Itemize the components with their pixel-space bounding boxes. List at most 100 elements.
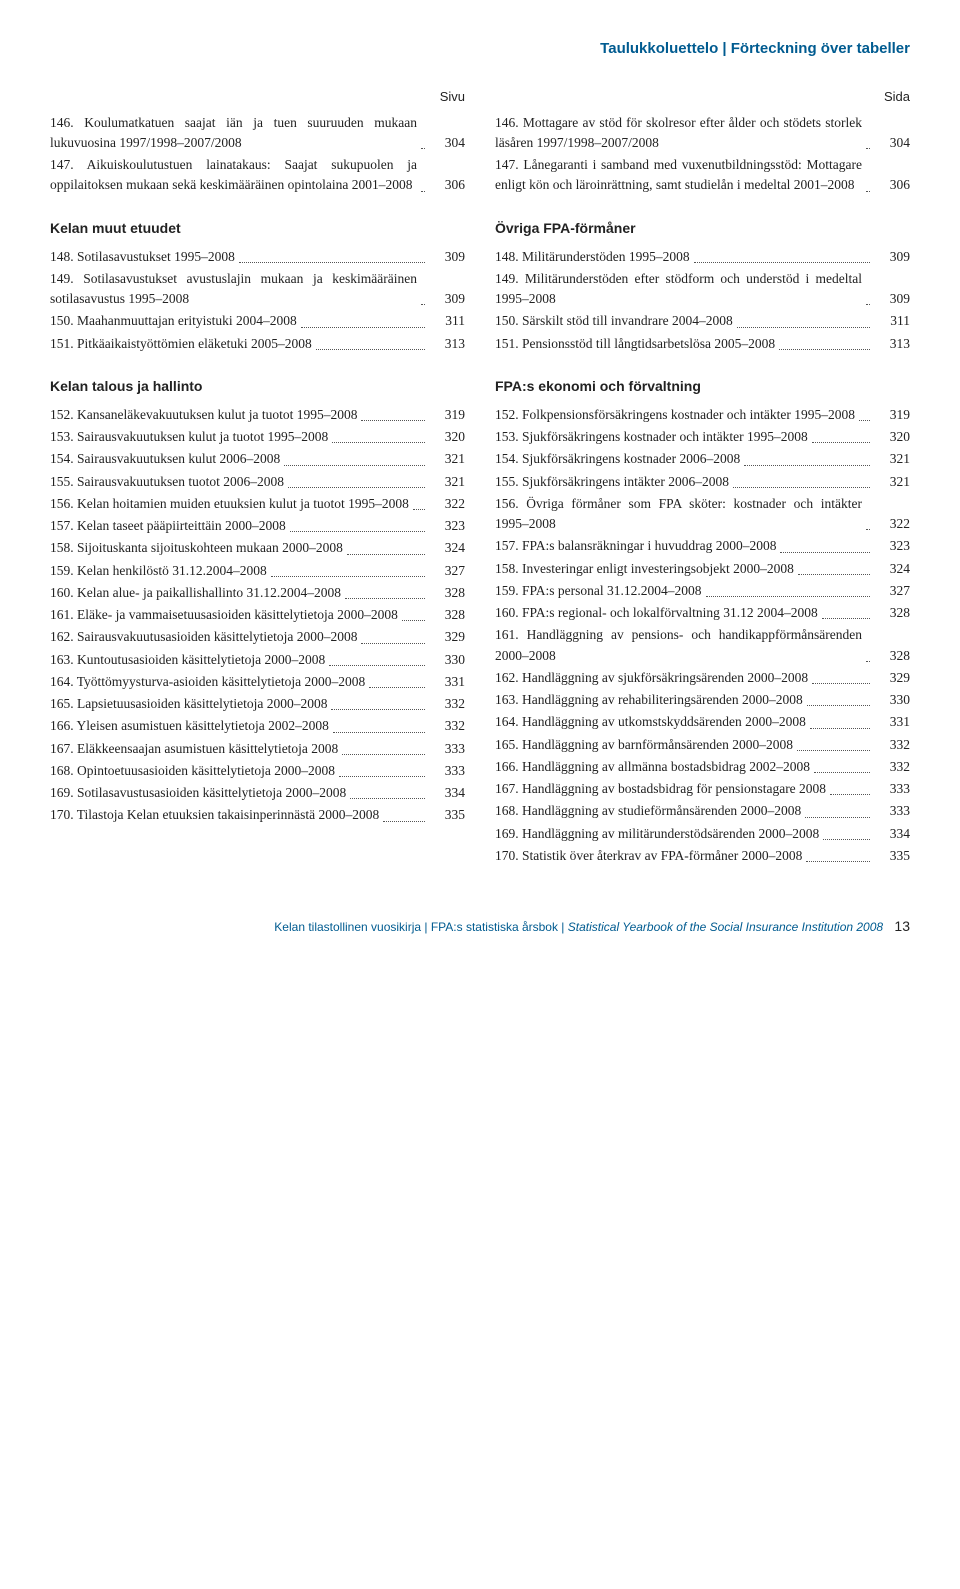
toc-entry: 153. Sairausvakuutuksen kulut ja tuotot … — [50, 427, 465, 447]
toc-entry-text: 161. Handläggning av pensions- och handi… — [495, 625, 862, 666]
toc-entry-page: 306 — [429, 175, 465, 195]
toc-entry-text: 164. Handläggning av utkomstskyddsärende… — [495, 712, 806, 732]
toc-entry-page: 306 — [874, 175, 910, 195]
toc-entry-page: 329 — [874, 668, 910, 688]
toc-entry-page: 309 — [429, 289, 465, 309]
toc-entry: 158. Sijoituskanta sijoituskohteen mukaa… — [50, 538, 465, 558]
toc-entry-page: 330 — [429, 650, 465, 670]
toc-entry-page: 321 — [429, 472, 465, 492]
toc-entry-text: 150. Maahanmuuttajan erityistuki 2004–20… — [50, 311, 297, 331]
section-heading: Kelan talous ja hallinto — [50, 376, 465, 397]
toc-entry: 156. Kelan hoitamien muiden etuuksien ku… — [50, 494, 465, 514]
toc-entry-text: 170. Tilastoja Kelan etuuksien takaisinp… — [50, 805, 379, 825]
toc-entry-page: 335 — [874, 846, 910, 866]
toc-entry-page: 329 — [429, 627, 465, 647]
toc-entry-text: 169. Handläggning av militärunderstödsär… — [495, 824, 819, 844]
toc-leader — [866, 191, 870, 192]
toc-entry-text: 152. Folkpensionsförsäkringens kostnader… — [495, 405, 855, 425]
toc-entry-text: 157. FPA:s balansräkningar i huvuddrag 2… — [495, 536, 776, 556]
toc-leader — [421, 191, 425, 192]
toc-entry: 146. Mottagare av stöd för skolresor eft… — [495, 113, 910, 154]
toc-entry-page: 321 — [429, 449, 465, 469]
toc-entry-text: 147. Aikuiskoulutustuen lainatakaus: Saa… — [50, 155, 417, 196]
toc-entry-text: 155. Sjukförsäkringens intäkter 2006–200… — [495, 472, 729, 492]
toc-leader — [806, 861, 870, 862]
toc-entry-text: 146. Mottagare av stöd för skolresor eft… — [495, 113, 862, 154]
toc-entry-text: 167. Eläkkeensaajan asumistuen käsittely… — [50, 739, 338, 759]
toc-entry-page: 324 — [429, 538, 465, 558]
toc-entry-page: 333 — [429, 739, 465, 759]
toc-right-column: Sida 146. Mottagare av stöd för skolreso… — [495, 87, 910, 868]
toc-entry-text: 167. Handläggning av bostadsbidrag för p… — [495, 779, 826, 799]
toc-entry-text: 150. Särskilt stöd till invandrare 2004–… — [495, 311, 733, 331]
toc-entry-text: 165. Handläggning av barnförmånsärenden … — [495, 735, 793, 755]
toc-leader — [866, 529, 870, 530]
toc-entry-page: 313 — [874, 334, 910, 354]
toc-leader — [329, 665, 425, 666]
toc-entry-text: 151. Pitkäaikaistyöttömien eläketuki 200… — [50, 334, 312, 354]
toc-entry: 165. Handläggning av barnförmånsärenden … — [495, 735, 910, 755]
toc-entry-text: 160. Kelan alue- ja paikallishallinto 31… — [50, 583, 341, 603]
toc-entry-text: 158. Sijoituskanta sijoituskohteen mukaa… — [50, 538, 343, 558]
page-label-left: Sivu — [50, 87, 465, 107]
toc-entry-text: 162. Sairausvakuutusasioiden käsittelyti… — [50, 627, 357, 647]
toc-entry-text: 153. Sairausvakuutuksen kulut ja tuotot … — [50, 427, 328, 447]
toc-entry: 162. Handläggning av sjukförsäkringsären… — [495, 668, 910, 688]
toc-entry-text: 166. Handläggning av allmänna bostadsbid… — [495, 757, 810, 777]
toc-entry-page: 331 — [429, 672, 465, 692]
toc-entry-text: 151. Pensionsstöd till långtidsarbetslös… — [495, 334, 775, 354]
toc-entry-page: 332 — [429, 716, 465, 736]
toc-entry: 167. Eläkkeensaajan asumistuen käsittely… — [50, 739, 465, 759]
toc-entry: 163. Handläggning av rehabiliteringsären… — [495, 690, 910, 710]
toc-entry-text: 170. Statistik över återkrav av FPA-förm… — [495, 846, 802, 866]
toc-entry-text: 169. Sotilasavustusasioiden käsittelytie… — [50, 783, 346, 803]
toc-leader — [822, 618, 870, 619]
footer-text-1: Kelan tilastollinen vuosikirja | FPA:s s… — [274, 920, 567, 934]
toc-entry: 166. Handläggning av allmänna bostadsbid… — [495, 757, 910, 777]
toc-leader — [342, 754, 425, 755]
toc-entry-text: 165. Lapsietuusasioiden käsittelytietoja… — [50, 694, 327, 714]
toc-leader — [339, 776, 425, 777]
toc-entry-page: 328 — [874, 646, 910, 666]
toc-leader — [331, 709, 425, 710]
toc-leader — [733, 487, 870, 488]
toc-entry: 151. Pitkäaikaistyöttömien eläketuki 200… — [50, 334, 465, 354]
toc-entry-text: 154. Sjukförsäkringens kostnader 2006–20… — [495, 449, 740, 469]
toc-leader — [350, 798, 425, 799]
toc-entry-page: 332 — [429, 694, 465, 714]
toc-entry: 167. Handläggning av bostadsbidrag för p… — [495, 779, 910, 799]
toc-entry: 149. Sotilasavustukset avustuslajin muka… — [50, 269, 465, 310]
toc-leader — [807, 705, 870, 706]
section-heading: FPA:s ekonomi och förvaltning — [495, 376, 910, 397]
toc-entry-page: 313 — [429, 334, 465, 354]
toc-entry: 156. Övriga förmåner som FPA sköter: kos… — [495, 494, 910, 535]
toc-entry-text: 156. Övriga förmåner som FPA sköter: kos… — [495, 494, 862, 535]
toc-entry-page: 309 — [429, 247, 465, 267]
toc-entry-page: 322 — [429, 494, 465, 514]
toc-leader — [812, 442, 870, 443]
toc-entry: 160. FPA:s regional- och lokalförvaltnin… — [495, 603, 910, 623]
toc-leader — [383, 821, 425, 822]
toc-entry: 169. Sotilasavustusasioiden käsittelytie… — [50, 783, 465, 803]
toc-entry-page: 328 — [429, 583, 465, 603]
toc-entry-page: 320 — [429, 427, 465, 447]
toc-entry: 152. Folkpensionsförsäkringens kostnader… — [495, 405, 910, 425]
page-label-right: Sida — [495, 87, 910, 107]
toc-entry-page: 330 — [874, 690, 910, 710]
toc-entry: 170. Tilastoja Kelan etuuksien takaisinp… — [50, 805, 465, 825]
toc-leader — [421, 148, 425, 149]
toc-leader — [288, 487, 425, 488]
toc-entry-text: 158. Investeringar enligt investeringsob… — [495, 559, 794, 579]
toc-entry-page: 321 — [874, 449, 910, 469]
toc-entry-text: 166. Yleisen asumistuen käsittelytietoja… — [50, 716, 329, 736]
toc-entry-page: 320 — [874, 427, 910, 447]
toc-leader — [332, 442, 425, 443]
toc-leader — [866, 304, 870, 305]
toc-entry-page: 321 — [874, 472, 910, 492]
toc-entry-page: 323 — [874, 536, 910, 556]
toc-entry-page: 324 — [874, 559, 910, 579]
toc-entry-text: 160. FPA:s regional- och lokalförvaltnin… — [495, 603, 818, 623]
toc-leader — [369, 687, 425, 688]
section-heading: Övriga FPA-förmåner — [495, 218, 910, 239]
toc-leader — [812, 683, 870, 684]
